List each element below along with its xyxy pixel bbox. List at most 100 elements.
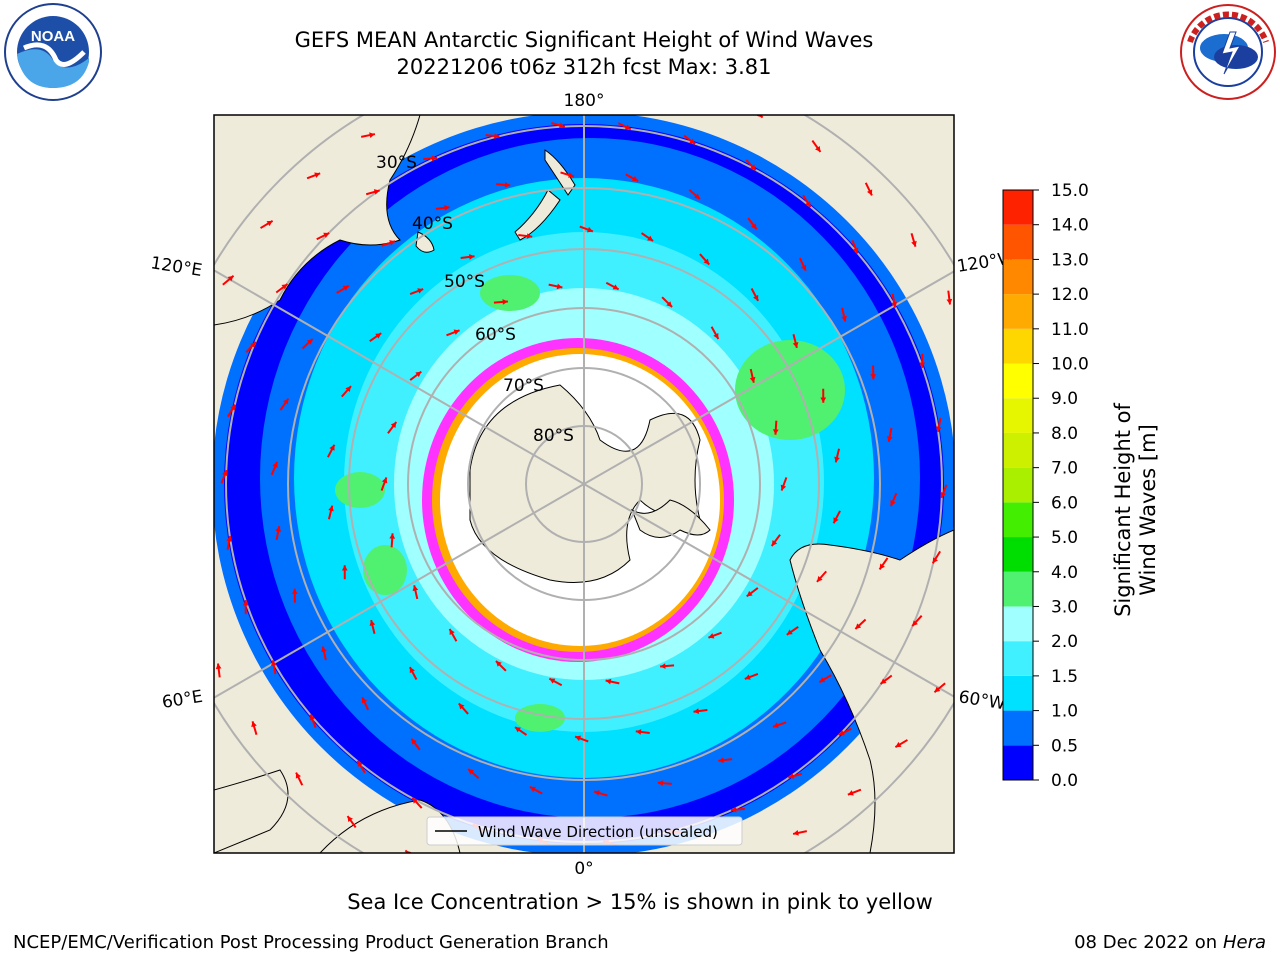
- footer-date: 08 Dec 2022 on Hera: [1074, 932, 1266, 953]
- wave-direction-arrowhead: [417, 288, 424, 294]
- noaa-logo: NOAA: [4, 3, 102, 101]
- wave-direction-arrowhead: [390, 422, 397, 428]
- wave-direction-arrowhead: [940, 491, 946, 498]
- wave-direction-arrowhead: [713, 332, 719, 339]
- wave-direction-arrowhead: [575, 735, 582, 742]
- wave-direction-arrowhead: [820, 397, 827, 403]
- wave-direction-arrowhead: [504, 181, 511, 188]
- footer-credit: NCEP/EMC/Verification Post Processing Pr…: [13, 932, 609, 953]
- colorbar-band: [1003, 294, 1033, 329]
- wave-direction-arrowhead: [270, 660, 277, 667]
- wave-direction-arrowhead: [412, 797, 418, 804]
- wave-direction-arrowhead: [786, 629, 793, 635]
- colorbar-tick-label: 4.0: [1051, 563, 1078, 583]
- wave-direction-arrowhead: [321, 646, 327, 653]
- colorbar-tick-label: 0.5: [1051, 736, 1078, 756]
- wave-direction-arrowhead: [895, 741, 902, 748]
- wave-direction-arrowhead: [309, 714, 316, 721]
- colorbar-tick-label: 14.0: [1051, 216, 1089, 236]
- wave-direction-arrowhead: [444, 204, 450, 211]
- wave-direction-arrowhead: [328, 505, 334, 512]
- colorbar-tick-label: 1.5: [1051, 667, 1078, 687]
- wave-direction-arrowhead: [771, 540, 778, 546]
- wave-direction-arrowhead: [668, 881, 674, 887]
- wave-direction-arrowhead: [612, 284, 619, 290]
- wave-direction-arrowhead: [594, 790, 600, 796]
- wave-direction-arrowhead: [964, 626, 970, 632]
- wave-direction-arrowhead: [772, 429, 779, 435]
- colorbar-tick-label: 5.0: [1051, 528, 1078, 548]
- wave-direction-arrow: [988, 419, 991, 433]
- wave-direction-arrowhead: [409, 667, 415, 674]
- wave-direction-arrowhead: [911, 240, 917, 247]
- wave-direction-arrowhead: [250, 341, 256, 348]
- colorbar-band: [1003, 363, 1033, 399]
- wave-direction-arrowhead: [272, 461, 278, 468]
- wave-direction-arrowhead: [632, 176, 639, 182]
- wave-direction-arrowhead: [529, 786, 536, 792]
- wave-direction-arrowhead: [468, 875, 474, 880]
- wave-patch-green: [363, 545, 407, 595]
- wave-direction-arrow: [172, 468, 177, 481]
- wave-patch-green: [480, 275, 540, 311]
- national-weather-service-logo: [1180, 4, 1276, 100]
- wave-direction-arrowhead: [568, 172, 574, 178]
- wave-direction-arrow: [983, 555, 990, 567]
- colorbar-band: [1003, 328, 1033, 364]
- wave-direction-arrowhead: [369, 132, 375, 138]
- wave-direction-arrowhead: [361, 697, 368, 704]
- wave-direction-arrowhead: [251, 721, 257, 728]
- wave-direction-arrowhead: [847, 790, 854, 796]
- wave-direction-arrowhead: [841, 315, 847, 322]
- wave-patch-green: [515, 704, 565, 732]
- wave-direction-arrowhead: [788, 773, 795, 779]
- colorbar-band: [1003, 537, 1033, 572]
- wave-direction-arrow: [975, 353, 976, 367]
- colorbar-band: [1003, 259, 1033, 295]
- wave-direction-arrowhead: [412, 585, 419, 592]
- colorbar: 0.0 0.5 1.0 1.5 2.0 3.0 4.0 5.0 6.0 7.0 8.0 9.0 10.0…: [1002, 181, 1089, 791]
- wave-direction-arrowhead: [453, 329, 460, 335]
- wave-direction-arrowhead: [919, 362, 926, 368]
- wave-direction-arrowhead: [870, 374, 877, 380]
- wave-direction-arrowhead: [647, 235, 654, 241]
- wave-direction-arrowhead: [341, 565, 348, 571]
- wave-direction-arrowhead: [935, 426, 942, 432]
- wave-direction-arrowhead: [375, 333, 382, 339]
- footer-date-text: 08 Dec 2022 on: [1074, 932, 1218, 953]
- wave-direction-arrowhead: [176, 535, 182, 541]
- wave-patch-green: [335, 472, 385, 508]
- wave-direction-arrowhead: [693, 708, 700, 714]
- wave-direction-arrow: [177, 535, 180, 549]
- wave-direction-arrowhead: [805, 201, 811, 208]
- wave-direction-arrowhead: [635, 729, 642, 735]
- wave-direction-arrowhead: [222, 470, 228, 477]
- wave-direction-arrowhead: [558, 122, 565, 129]
- wave-direction-arrowhead: [718, 757, 724, 764]
- wave-direction-arrowhead: [342, 285, 349, 291]
- wave-direction-arrowhead: [198, 336, 204, 342]
- wave-direction-arrow: [553, 73, 566, 77]
- chart-title: GEFS MEAN Antarctic Significant Height o…: [294, 28, 874, 52]
- colorbar-tick-label: 7.0: [1051, 459, 1078, 479]
- wave-direction-arrowhead: [468, 769, 475, 775]
- wave-direction-arrowhead: [693, 193, 700, 199]
- wave-direction-arrowhead: [780, 484, 787, 491]
- wave-direction-arrowhead: [972, 362, 978, 367]
- lon-label-upper-left: 120°E: [149, 253, 203, 281]
- wave-direction-arrowhead: [886, 436, 893, 442]
- wave-direction-arrow: [421, 104, 435, 105]
- wave-direction-arrowhead: [983, 561, 988, 567]
- wave-direction-arrowhead: [793, 830, 799, 836]
- colorbar-tick-label: 8.0: [1051, 424, 1078, 444]
- wave-direction-arrowhead: [357, 760, 363, 767]
- wave-direction-arrowhead: [838, 730, 845, 736]
- lat-label: 80°S: [533, 426, 574, 446]
- colorbar-band: [1003, 571, 1033, 607]
- wave-direction-arrowhead: [514, 727, 521, 733]
- footer-system: Hera: [1222, 932, 1266, 953]
- lat-label: 70°S: [503, 376, 544, 396]
- colorbar-band: [1003, 432, 1033, 468]
- wave-direction-arrowhead: [660, 663, 666, 669]
- wave-direction-arrowhead: [494, 82, 500, 88]
